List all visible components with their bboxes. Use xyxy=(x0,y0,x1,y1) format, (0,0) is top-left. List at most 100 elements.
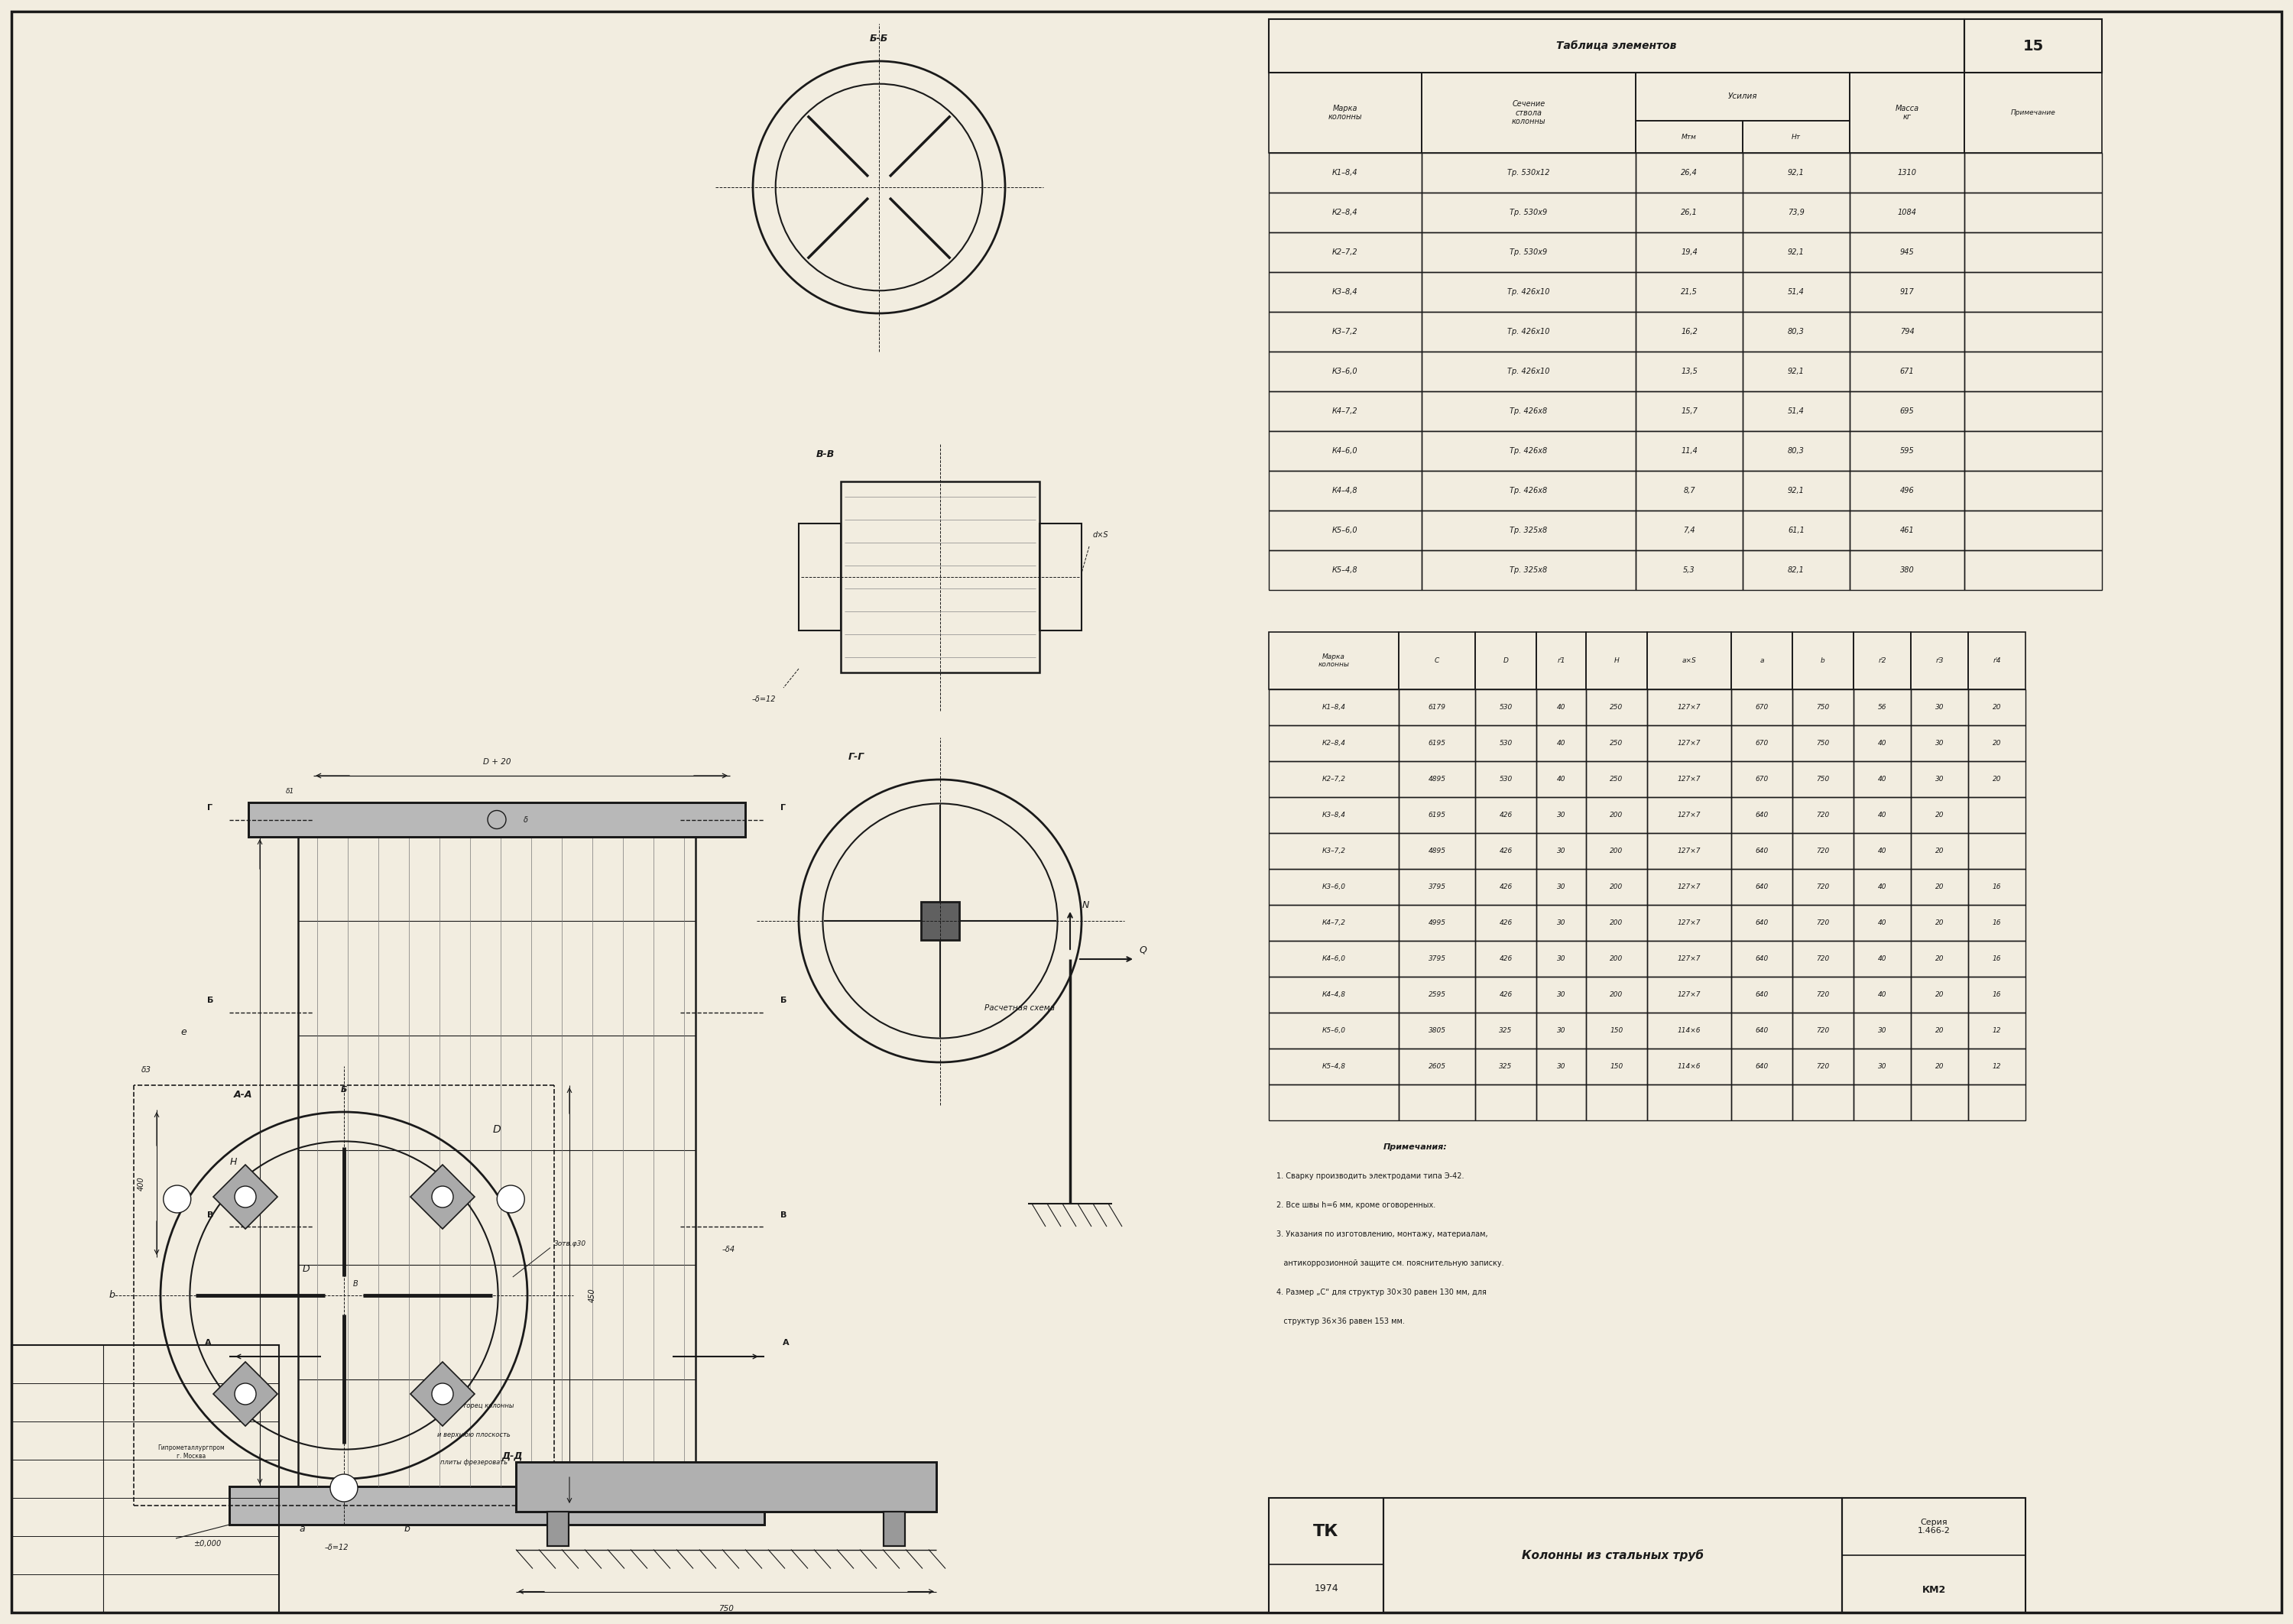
Bar xyxy=(1743,471,1850,510)
Text: ѓ2: ѓ2 xyxy=(1878,658,1887,664)
Text: 6179: 6179 xyxy=(1429,703,1445,711)
Text: 127×7: 127×7 xyxy=(1678,776,1701,783)
Bar xyxy=(1635,312,1743,351)
Bar xyxy=(1793,726,1853,762)
Text: 2. Все швы h=6 мм, кроме оговоренных.: 2. Все швы h=6 мм, кроме оговоренных. xyxy=(1277,1202,1435,1208)
Bar xyxy=(1853,762,1910,797)
Text: 20: 20 xyxy=(1935,955,1944,961)
Text: 4895: 4895 xyxy=(1429,776,1445,783)
Bar xyxy=(548,1512,569,1546)
Text: 30: 30 xyxy=(1557,1026,1566,1034)
Text: Тр. 325х8: Тр. 325х8 xyxy=(1509,567,1548,573)
Bar xyxy=(1536,797,1587,833)
Bar xyxy=(229,1486,764,1525)
Bar xyxy=(1268,232,1422,273)
Text: Колонны из стальных труб: Колонны из стальных труб xyxy=(1523,1549,1704,1561)
Text: 640: 640 xyxy=(1754,848,1768,854)
Text: Тр. 426х10: Тр. 426х10 xyxy=(1507,287,1550,296)
Text: 127×7: 127×7 xyxy=(1678,812,1701,818)
Bar xyxy=(298,836,695,1486)
Text: H: H xyxy=(1614,658,1619,664)
Text: 640: 640 xyxy=(1754,812,1768,818)
Text: 21,5: 21,5 xyxy=(1681,287,1697,296)
Text: Марка
колонны: Марка колонны xyxy=(1318,653,1348,667)
Bar xyxy=(1910,1049,1967,1085)
Text: 461: 461 xyxy=(1901,526,1915,534)
Bar xyxy=(1793,762,1853,797)
Text: 80,3: 80,3 xyxy=(1789,447,1805,455)
Bar xyxy=(1646,905,1731,940)
Bar xyxy=(1965,312,2103,351)
Bar xyxy=(1587,1013,1646,1049)
Bar xyxy=(1967,1013,2025,1049)
Bar xyxy=(1422,551,1635,590)
Bar xyxy=(1646,689,1731,726)
Bar xyxy=(1965,430,2103,471)
Text: 400: 400 xyxy=(138,1176,144,1190)
Text: D: D xyxy=(493,1124,500,1135)
Bar xyxy=(922,901,958,940)
Text: 92,1: 92,1 xyxy=(1789,367,1805,375)
Bar xyxy=(1743,153,1850,193)
Bar xyxy=(1967,632,2025,689)
Text: структур 36×36 равен 153 мм.: структур 36×36 равен 153 мм. xyxy=(1277,1317,1406,1325)
Bar xyxy=(1743,273,1850,312)
Text: 26,1: 26,1 xyxy=(1681,208,1697,216)
Text: 73,9: 73,9 xyxy=(1789,208,1805,216)
Text: 40: 40 xyxy=(1878,883,1887,890)
Bar xyxy=(1853,797,1910,833)
Text: 640: 640 xyxy=(1754,991,1768,999)
Bar xyxy=(1967,689,2025,726)
Text: 6195: 6195 xyxy=(1429,812,1445,818)
Text: К4–6,0: К4–6,0 xyxy=(1321,955,1346,961)
Text: 11,4: 11,4 xyxy=(1681,447,1697,455)
Bar xyxy=(1646,797,1731,833)
Text: δ3: δ3 xyxy=(142,1065,151,1073)
Bar xyxy=(1399,797,1474,833)
Bar xyxy=(1268,551,1422,590)
Bar xyxy=(1635,273,1743,312)
Bar xyxy=(1635,153,1743,193)
Text: ѓ4: ѓ4 xyxy=(1993,658,2002,664)
Bar xyxy=(1536,833,1587,869)
Bar xyxy=(1587,905,1646,940)
Bar xyxy=(1587,797,1646,833)
Bar xyxy=(1383,1497,1841,1613)
Text: К1–8,4: К1–8,4 xyxy=(1332,169,1357,177)
Bar xyxy=(1399,632,1474,689)
Text: К2–7,2: К2–7,2 xyxy=(1332,248,1357,257)
Text: δ: δ xyxy=(523,815,527,823)
Text: 750: 750 xyxy=(1816,703,1830,711)
Bar xyxy=(1967,1049,2025,1085)
Bar xyxy=(1268,351,1422,391)
Text: b: b xyxy=(404,1523,410,1533)
Polygon shape xyxy=(213,1164,277,1229)
Bar xyxy=(1268,1013,1399,1049)
Bar xyxy=(1474,833,1536,869)
Bar xyxy=(1474,689,1536,726)
Text: 16: 16 xyxy=(1993,919,2002,926)
Text: a: a xyxy=(298,1523,305,1533)
Bar xyxy=(1399,762,1474,797)
Bar xyxy=(1268,869,1399,905)
Text: К3–6,0: К3–6,0 xyxy=(1321,883,1346,890)
Text: Тр. 426х10: Тр. 426х10 xyxy=(1507,328,1550,336)
Bar xyxy=(1587,976,1646,1013)
Bar xyxy=(1587,940,1646,976)
Bar xyxy=(1268,153,1422,193)
Text: 20: 20 xyxy=(1993,776,2002,783)
Text: 1310: 1310 xyxy=(1899,169,1917,177)
Text: b: b xyxy=(108,1291,115,1301)
Text: 40: 40 xyxy=(1557,776,1566,783)
Bar xyxy=(1793,940,1853,976)
Circle shape xyxy=(234,1186,257,1208)
Text: 16: 16 xyxy=(1993,955,2002,961)
Text: 30: 30 xyxy=(1935,703,1944,711)
Text: К1–8,4: К1–8,4 xyxy=(1321,703,1346,711)
Text: 640: 640 xyxy=(1754,955,1768,961)
Bar xyxy=(1646,1085,1731,1121)
Bar xyxy=(1853,1049,1910,1085)
Bar xyxy=(1731,1085,1793,1121)
Bar xyxy=(1853,689,1910,726)
Bar xyxy=(1910,833,1967,869)
